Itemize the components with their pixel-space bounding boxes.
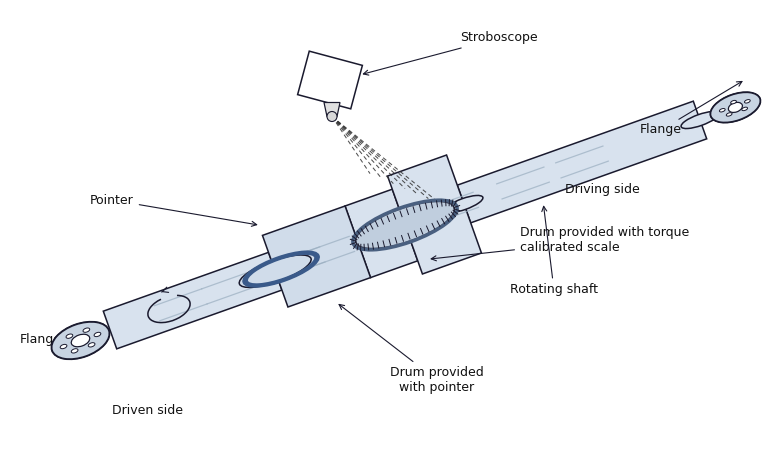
Text: Pointer: Pointer xyxy=(90,193,257,226)
Ellipse shape xyxy=(83,328,90,332)
Ellipse shape xyxy=(681,111,719,129)
Polygon shape xyxy=(103,253,282,349)
Polygon shape xyxy=(298,51,362,109)
Polygon shape xyxy=(388,155,482,274)
Ellipse shape xyxy=(239,255,311,287)
Polygon shape xyxy=(457,101,707,223)
Ellipse shape xyxy=(71,349,78,353)
Text: Stroboscope: Stroboscope xyxy=(363,32,538,75)
Text: Driven side: Driven side xyxy=(112,404,184,417)
Ellipse shape xyxy=(88,343,95,347)
Polygon shape xyxy=(345,189,418,278)
Ellipse shape xyxy=(356,202,455,249)
Text: Drum provided with torque
calibrated scale: Drum provided with torque calibrated sca… xyxy=(431,226,689,261)
Ellipse shape xyxy=(720,109,725,112)
Polygon shape xyxy=(324,102,340,116)
Ellipse shape xyxy=(71,334,90,347)
Text: Driving side: Driving side xyxy=(565,184,640,197)
Ellipse shape xyxy=(728,102,743,112)
Ellipse shape xyxy=(356,202,455,249)
Text: Drum provided
with pointer: Drum provided with pointer xyxy=(339,304,484,394)
Text: Rotating shaft: Rotating shaft xyxy=(510,207,598,296)
Ellipse shape xyxy=(445,195,483,212)
Text: Flange: Flange xyxy=(640,82,742,137)
Ellipse shape xyxy=(744,100,750,103)
Ellipse shape xyxy=(94,332,101,336)
Ellipse shape xyxy=(60,345,67,349)
Ellipse shape xyxy=(727,113,732,116)
Ellipse shape xyxy=(730,101,737,104)
Text: Flange: Flange xyxy=(20,333,62,352)
Circle shape xyxy=(327,111,337,121)
Ellipse shape xyxy=(742,107,747,110)
Ellipse shape xyxy=(710,92,760,122)
Ellipse shape xyxy=(51,322,109,359)
Ellipse shape xyxy=(66,334,73,338)
Polygon shape xyxy=(263,206,370,307)
